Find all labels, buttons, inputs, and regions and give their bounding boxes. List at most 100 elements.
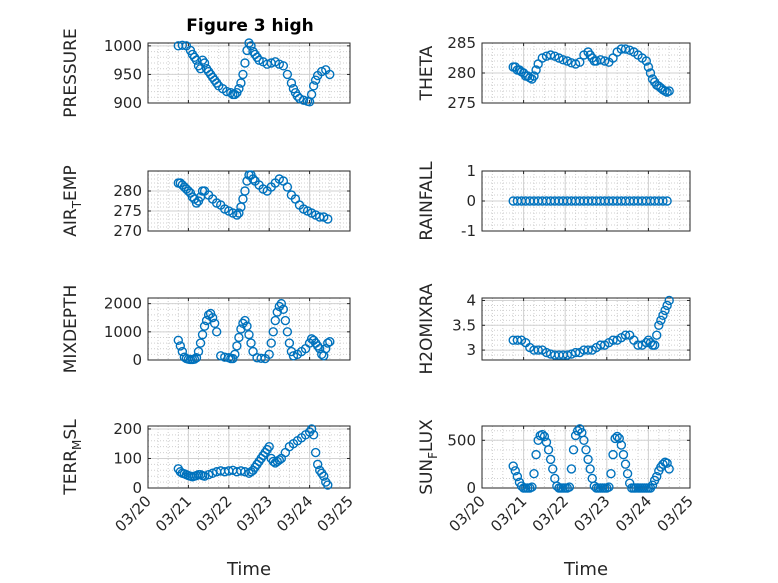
data-point — [315, 344, 325, 354]
y-tick-label: 285 — [447, 34, 476, 52]
data-point — [660, 305, 670, 316]
data-point — [583, 345, 593, 355]
data-point — [199, 471, 210, 481]
data-point — [554, 53, 564, 63]
x-tick-label: 03/24 — [612, 492, 655, 535]
data-point — [575, 57, 585, 67]
y-tick-label: 270 — [113, 222, 142, 240]
x-axis-label: Time — [226, 559, 271, 580]
data-point — [531, 65, 541, 75]
data-point — [610, 433, 620, 444]
data-point — [312, 341, 323, 351]
data-point — [633, 340, 643, 350]
y-tick-label: 1000 — [104, 37, 142, 55]
data-point — [510, 466, 520, 476]
x-tick-label: 03/25 — [654, 492, 697, 535]
data-point — [244, 329, 254, 340]
data-point — [240, 315, 250, 326]
x-tick-label: 03/24 — [273, 492, 316, 535]
data-point — [278, 61, 289, 71]
data-point — [173, 335, 184, 345]
data-point — [211, 327, 222, 337]
data-point — [618, 449, 629, 460]
data-point — [537, 53, 548, 63]
data-point — [512, 471, 523, 482]
data-point — [308, 430, 319, 440]
data-point — [240, 186, 250, 196]
data-point — [641, 56, 652, 66]
data-point — [191, 55, 202, 65]
data-point — [624, 45, 635, 55]
data-point — [207, 313, 218, 323]
y-tick-label: 0 — [132, 479, 142, 497]
data-point — [310, 447, 321, 458]
data-point — [608, 335, 618, 345]
data-point — [238, 194, 248, 204]
data-point — [266, 338, 276, 348]
y-tick-label: 280 — [447, 64, 476, 82]
data-point — [308, 81, 319, 91]
y-tick-label: 3 — [466, 341, 476, 359]
data-point — [595, 55, 606, 65]
data-point — [325, 336, 335, 347]
data-point — [541, 347, 552, 358]
data-point — [234, 84, 244, 94]
data-point — [230, 349, 240, 360]
axes-box — [147, 297, 351, 361]
y-tick-label: 950 — [113, 65, 142, 83]
data-point — [539, 431, 550, 442]
data-point — [319, 471, 329, 481]
data-point — [276, 298, 287, 309]
data-point — [658, 310, 668, 321]
data-point — [587, 473, 597, 484]
data-point — [664, 295, 674, 306]
data-point — [240, 58, 250, 68]
data-point — [616, 440, 627, 450]
data-point — [175, 341, 186, 351]
data-point — [199, 58, 210, 68]
data-point — [323, 214, 333, 224]
axes-box — [147, 425, 351, 489]
data-point — [606, 468, 616, 479]
data-point — [568, 445, 579, 455]
data-point — [234, 332, 244, 343]
data-point — [620, 459, 631, 469]
data-point — [620, 44, 631, 54]
data-point — [246, 41, 256, 51]
data-point — [662, 300, 672, 311]
y-axis-label: RAINFALL — [417, 161, 437, 241]
data-point — [548, 464, 558, 474]
data-point — [654, 320, 664, 330]
axes-box — [481, 425, 691, 489]
y-tick-label: 0 — [466, 192, 476, 210]
data-point — [620, 330, 631, 340]
data-point — [268, 327, 278, 337]
data-point — [508, 461, 518, 471]
y-tick-label: 4 — [466, 291, 476, 309]
axes-box — [481, 297, 691, 361]
data-point — [264, 441, 274, 452]
y-axis-label: MIXDEPTH — [61, 285, 81, 374]
data-point — [203, 470, 214, 480]
data-point — [545, 454, 556, 465]
y-tick-label: 280 — [113, 182, 142, 200]
data-point — [325, 69, 335, 80]
data-point — [177, 346, 188, 357]
data-point — [558, 55, 568, 65]
data-point — [562, 350, 572, 360]
panel-mixdepth: 0 1000 2000 MIXDEPTH — [61, 285, 351, 374]
data-point — [531, 449, 541, 460]
data-point — [246, 338, 256, 348]
data-point — [298, 95, 309, 105]
data-point — [537, 429, 548, 440]
y-axis-label: THETA — [417, 45, 437, 101]
data-point — [282, 182, 293, 192]
data-point — [195, 338, 206, 348]
data-point — [282, 69, 293, 80]
y-axis-label: PRESSURE — [61, 28, 81, 117]
data-point — [197, 329, 208, 340]
x-tick-label: 03/23 — [570, 492, 613, 535]
data-point — [604, 482, 614, 492]
data-point — [566, 464, 577, 474]
